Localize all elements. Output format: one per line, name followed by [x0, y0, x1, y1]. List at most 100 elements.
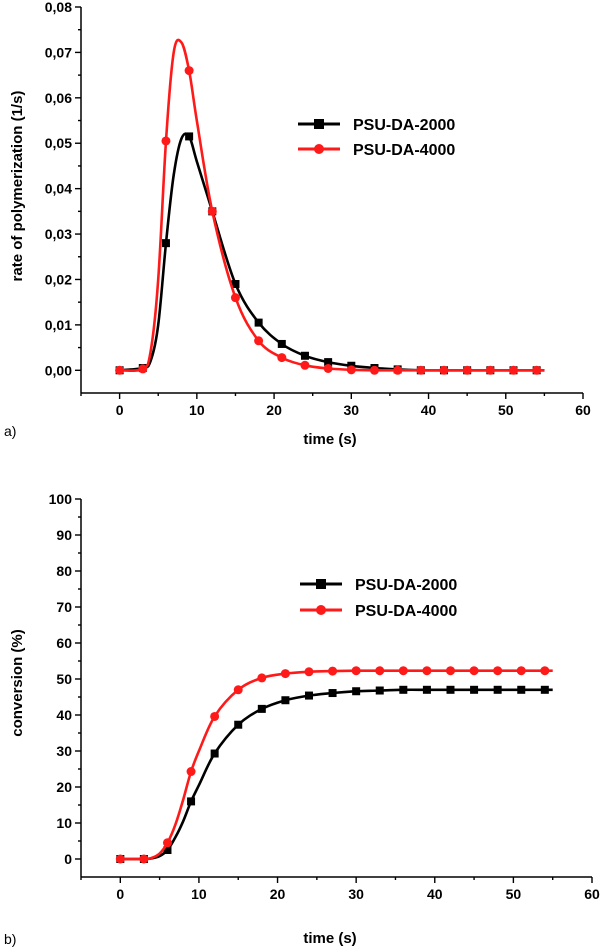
data-point-psu-da-4000-a: [346, 365, 356, 375]
data-point-psu-da-4000-a: [115, 365, 125, 375]
panel-label-b: b): [4, 931, 16, 947]
x-axis-title-b: time (s): [303, 930, 356, 947]
legend-marker-psu-da-2000-b: [316, 579, 326, 589]
data-point-psu-da-4000-a: [485, 365, 495, 375]
data-point-psu-da-2000-b: [375, 686, 384, 695]
y-tick-label-b: 50: [56, 671, 72, 687]
series-psu-da-2000-a: [115, 132, 545, 375]
y-axis-title-a: rate of polymerization (1/s): [9, 91, 26, 282]
data-point-psu-da-4000-b: [280, 669, 290, 679]
legend-marker-psu-da-2000-a: [314, 119, 324, 129]
chart-panel-a: a) rate of polymerization (1/s) time (s)…: [4, 0, 591, 448]
y-tick-label-a: 0,08: [45, 0, 72, 15]
data-point-psu-da-4000-a: [277, 353, 287, 363]
data-point-psu-da-2000-b: [257, 704, 266, 713]
data-point-psu-da-2000-a: [254, 318, 263, 327]
series-line-psu-da-2000-a: [119, 132, 545, 372]
data-point-psu-da-2000-b: [304, 691, 313, 700]
y-tick-label-a: 0,05: [45, 135, 72, 151]
data-point-psu-da-4000-a: [462, 365, 472, 375]
y-tick-label-b: 20: [56, 779, 72, 795]
x-tick-label-b: 40: [427, 886, 443, 902]
y-tick-label-b: 100: [49, 491, 73, 507]
data-point-psu-da-4000-b: [469, 666, 479, 676]
y-tick-label-a: 0,07: [45, 44, 72, 60]
legend-b: PSU-DA-2000 PSU-DA-4000: [300, 577, 457, 620]
y-axis-title-b: conversion (%): [9, 629, 26, 737]
legend-a: PSU-DA-2000 PSU-DA-4000: [298, 117, 455, 159]
data-point-psu-da-2000-b: [328, 689, 337, 698]
data-point-psu-da-2000-a: [277, 339, 286, 348]
data-point-psu-da-4000-a: [230, 293, 240, 303]
data-point-psu-da-4000-b: [162, 838, 172, 848]
y-tick-label-a: 0,02: [45, 271, 72, 287]
x-tick-label-a: 60: [575, 402, 591, 418]
x-tick-label-b: 10: [191, 886, 207, 902]
panel-label-a: a): [4, 423, 16, 439]
legend-marker-psu-da-4000-b: [316, 605, 326, 615]
data-point-psu-da-2000-b: [446, 685, 455, 694]
data-point-psu-da-4000-a: [508, 365, 518, 375]
y-tick-label-b: 90: [56, 527, 72, 543]
y-tick-label-b: 80: [56, 563, 72, 579]
data-point-psu-da-4000-a: [138, 364, 148, 374]
data-point-psu-da-2000-b: [234, 720, 243, 729]
series-line-psu-da-4000-b: [120, 669, 553, 861]
legend-label-psu-da-2000-b: PSU-DA-2000: [355, 577, 457, 594]
x-tick-label-a: 0: [116, 402, 124, 418]
x-axis-title-a: time (s): [303, 431, 356, 448]
data-point-psu-da-2000-b: [281, 696, 290, 705]
data-point-psu-da-4000-b: [328, 666, 338, 676]
x-tick-label-a: 30: [344, 402, 360, 418]
data-point-psu-da-4000-a: [416, 365, 426, 375]
x-tick-label-a: 50: [498, 402, 514, 418]
data-point-psu-da-2000-a: [185, 132, 194, 141]
y-tick-label-b: 30: [56, 743, 72, 759]
data-point-psu-da-4000-b: [257, 673, 267, 683]
data-point-psu-da-4000-a: [393, 365, 403, 375]
x-tick-label-b: 50: [506, 886, 522, 902]
data-point-psu-da-4000-a: [161, 136, 171, 146]
data-point-psu-da-4000-b: [139, 854, 149, 864]
data-point-psu-da-2000-b: [470, 685, 479, 694]
data-point-psu-da-4000-b: [186, 767, 196, 777]
data-point-psu-da-4000-b: [540, 666, 550, 676]
x-tick-label-b: 20: [270, 886, 286, 902]
data-point-psu-da-4000-b: [304, 667, 314, 677]
data-point-psu-da-2000-b: [187, 797, 196, 806]
x-tick-label-b: 30: [348, 886, 364, 902]
data-point-psu-da-4000-b: [210, 711, 220, 721]
x-tick-label-a: 20: [266, 402, 282, 418]
data-point-psu-da-4000-b: [516, 666, 526, 676]
chart-panel-b: b) conversion (%) time (s) PSU-DA-2000 P…: [4, 491, 600, 947]
series-psu-da-2000-b: [116, 685, 553, 863]
data-point-psu-da-4000-a: [532, 365, 542, 375]
y-tick-label-b: 40: [56, 707, 72, 723]
data-point-psu-da-2000-b: [210, 749, 219, 758]
data-point-psu-da-2000-b: [399, 685, 408, 694]
x-tick-label-a: 10: [189, 402, 205, 418]
y-tick-label-a: 0,06: [45, 90, 72, 106]
data-point-psu-da-4000-a: [323, 363, 333, 373]
data-point-psu-da-4000-b: [493, 666, 503, 676]
data-point-psu-da-2000-b: [352, 687, 361, 696]
data-point-psu-da-2000-b: [163, 846, 172, 854]
data-point-psu-da-2000-b: [422, 685, 431, 694]
x-tick-label-a: 40: [421, 402, 437, 418]
y-tick-label-a: 0,00: [45, 362, 72, 378]
data-point-psu-da-2000-b: [493, 685, 502, 694]
data-point-psu-da-4000-a: [300, 360, 310, 370]
y-tick-label-a: 0,03: [45, 226, 72, 242]
data-point-psu-da-2000-a: [324, 358, 333, 367]
data-point-psu-da-4000-a: [254, 336, 264, 346]
y-tick-label-a: 0,04: [45, 181, 72, 197]
data-point-psu-da-4000-a: [439, 365, 449, 375]
data-point-psu-da-2000-b: [517, 685, 526, 694]
x-tick-label-b: 60: [584, 886, 600, 902]
legend-label-psu-da-4000-a: PSU-DA-4000: [353, 142, 455, 159]
series-line-psu-da-2000-b: [120, 688, 553, 861]
data-point-psu-da-4000-a: [184, 66, 194, 76]
data-point-psu-da-4000-b: [422, 666, 432, 676]
data-point-psu-da-4000-b: [398, 666, 408, 676]
